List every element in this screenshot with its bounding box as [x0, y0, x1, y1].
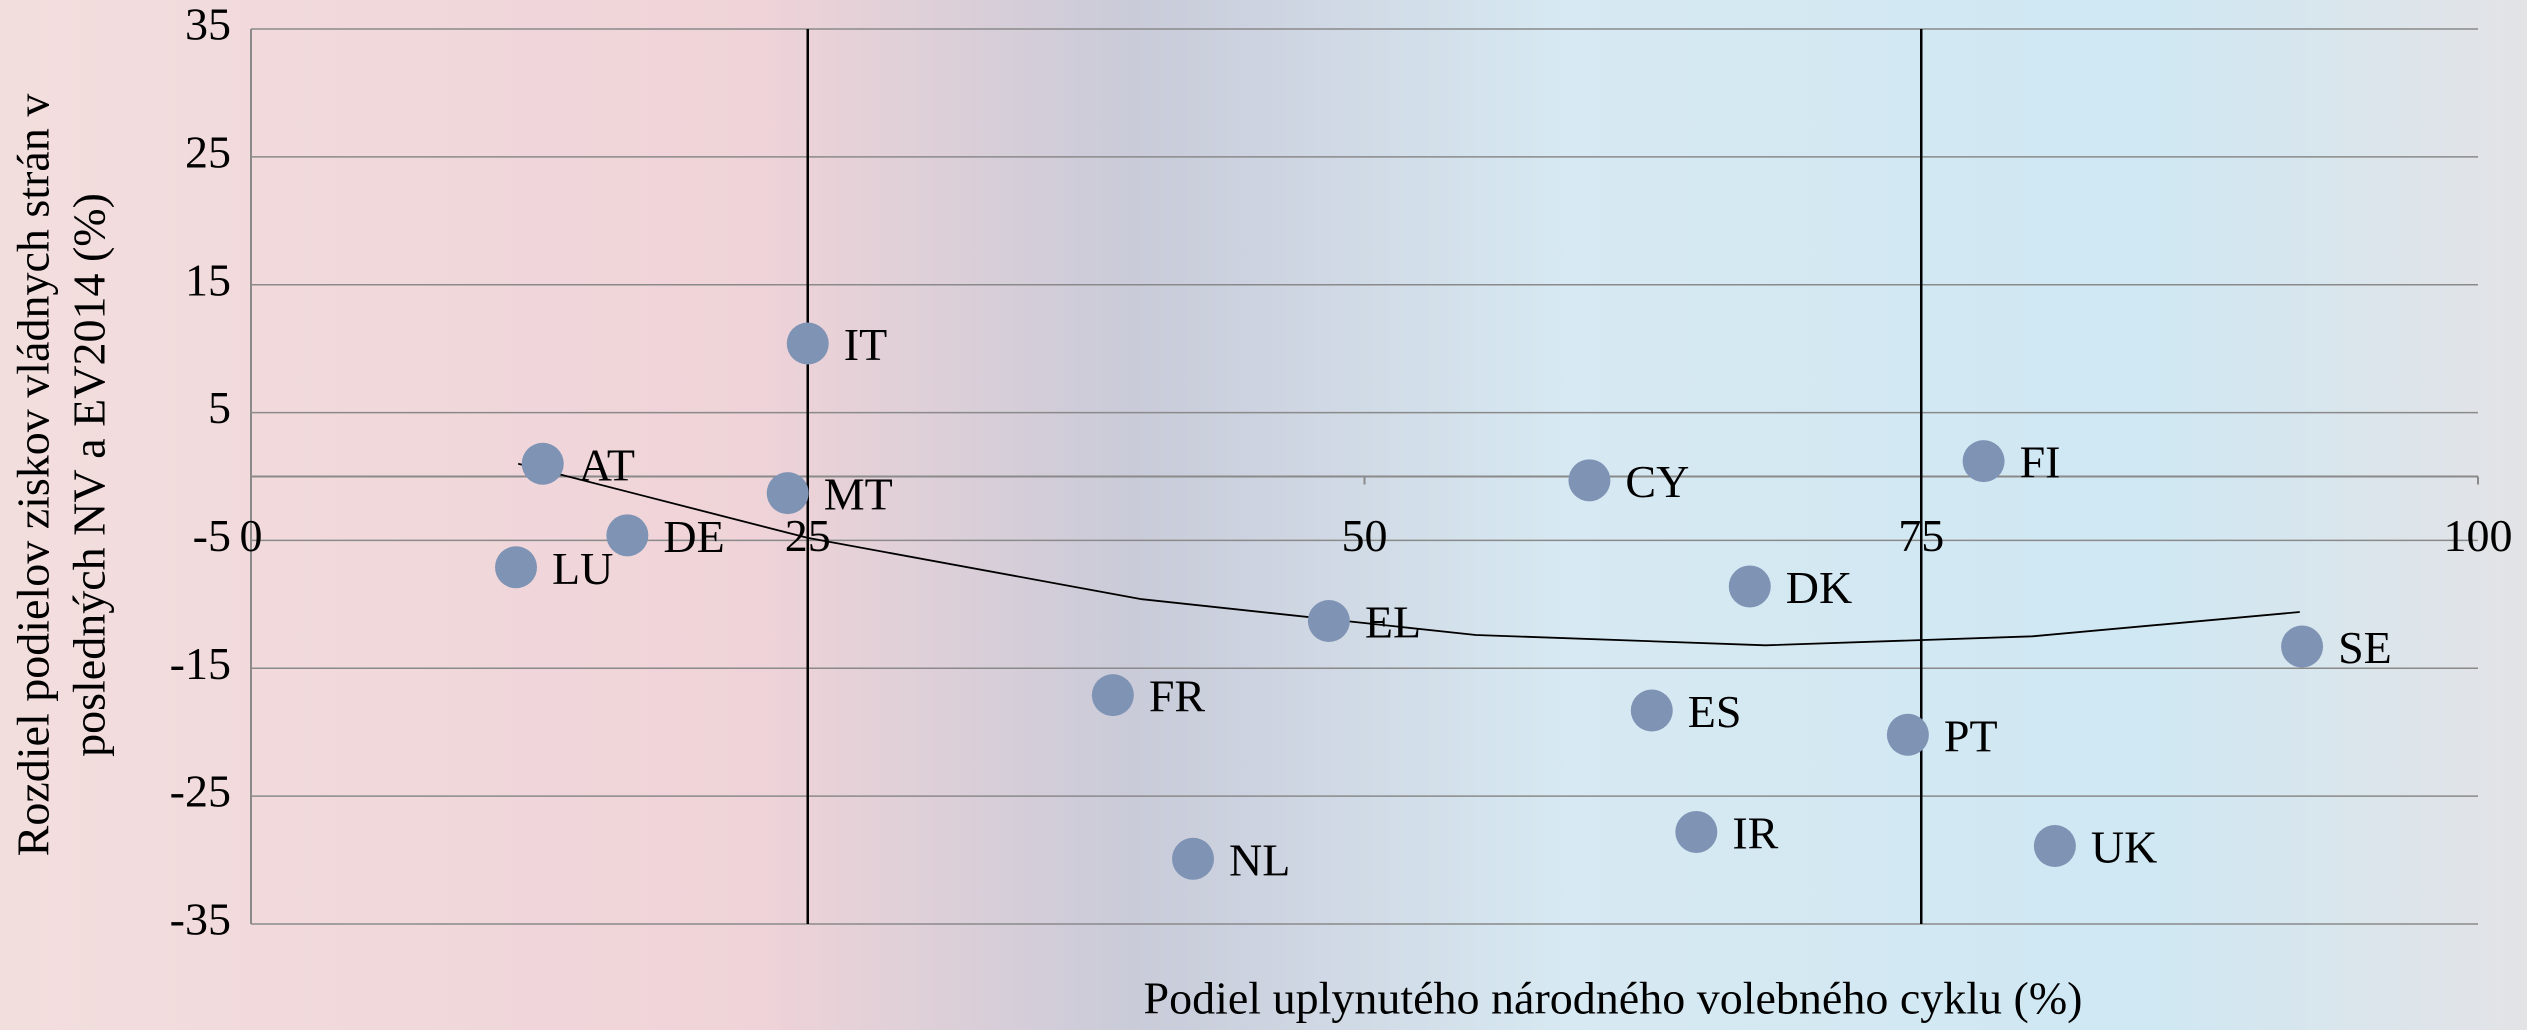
point: [2281, 625, 2324, 668]
point: [1728, 565, 1771, 608]
y-tick-label: 25: [185, 126, 231, 177]
x-tick-label: 100: [2444, 510, 2513, 561]
point-label: UK: [2091, 822, 2157, 873]
point: [1675, 810, 1718, 853]
point: [1630, 689, 1673, 732]
point-label: LU: [552, 543, 613, 594]
point: [521, 442, 564, 485]
point: [1091, 674, 1134, 717]
point-label: SE: [2338, 622, 2392, 673]
y-axis-label-line: Rozdiel podielov ziskov vládnych strán v: [8, 94, 59, 857]
point-label: DE: [663, 511, 724, 562]
x-axis-label: Podiel uplynutého národného volebného cy…: [1144, 973, 2083, 1024]
point-label: ES: [1688, 686, 1742, 737]
point-label: IT: [844, 319, 887, 370]
point: [1962, 440, 2005, 483]
point: [2033, 825, 2076, 868]
point-label: PT: [1944, 710, 1998, 761]
point-label: FI: [2020, 437, 2061, 488]
point: [1886, 713, 1929, 756]
y-tick-label: -5: [193, 510, 231, 561]
point: [1307, 599, 1350, 642]
x-tick-label: 50: [1342, 510, 1388, 561]
y-tick-label: -15: [170, 638, 231, 689]
y-tick-label: -35: [170, 894, 231, 945]
y-axis-label: Rozdiel podielov ziskov vládnych strán v…: [8, 94, 115, 857]
y-tick-label: -25: [170, 766, 231, 817]
point-label: EL: [1365, 597, 1421, 648]
point-label: DK: [1786, 562, 1852, 613]
y-tick-label: 35: [185, 0, 231, 50]
point: [495, 546, 538, 589]
y-tick-label: 5: [208, 382, 231, 433]
point-label: CY: [1625, 456, 1689, 507]
point-label: MT: [824, 469, 893, 520]
point: [1172, 837, 1215, 880]
point: [606, 514, 649, 557]
trendline: [517, 462, 2300, 647]
x-tick-label: 0: [240, 510, 263, 561]
y-axis-label-line: posledných NV a EV2014 (%): [64, 193, 115, 757]
y-tick-label: 15: [185, 254, 231, 305]
point: [1568, 459, 1611, 502]
point: [786, 322, 829, 365]
point-label: AT: [579, 439, 635, 490]
point-label: IR: [1732, 808, 1778, 859]
point-label: NL: [1229, 834, 1290, 885]
point-label: FR: [1149, 671, 1206, 722]
point: [766, 472, 809, 515]
